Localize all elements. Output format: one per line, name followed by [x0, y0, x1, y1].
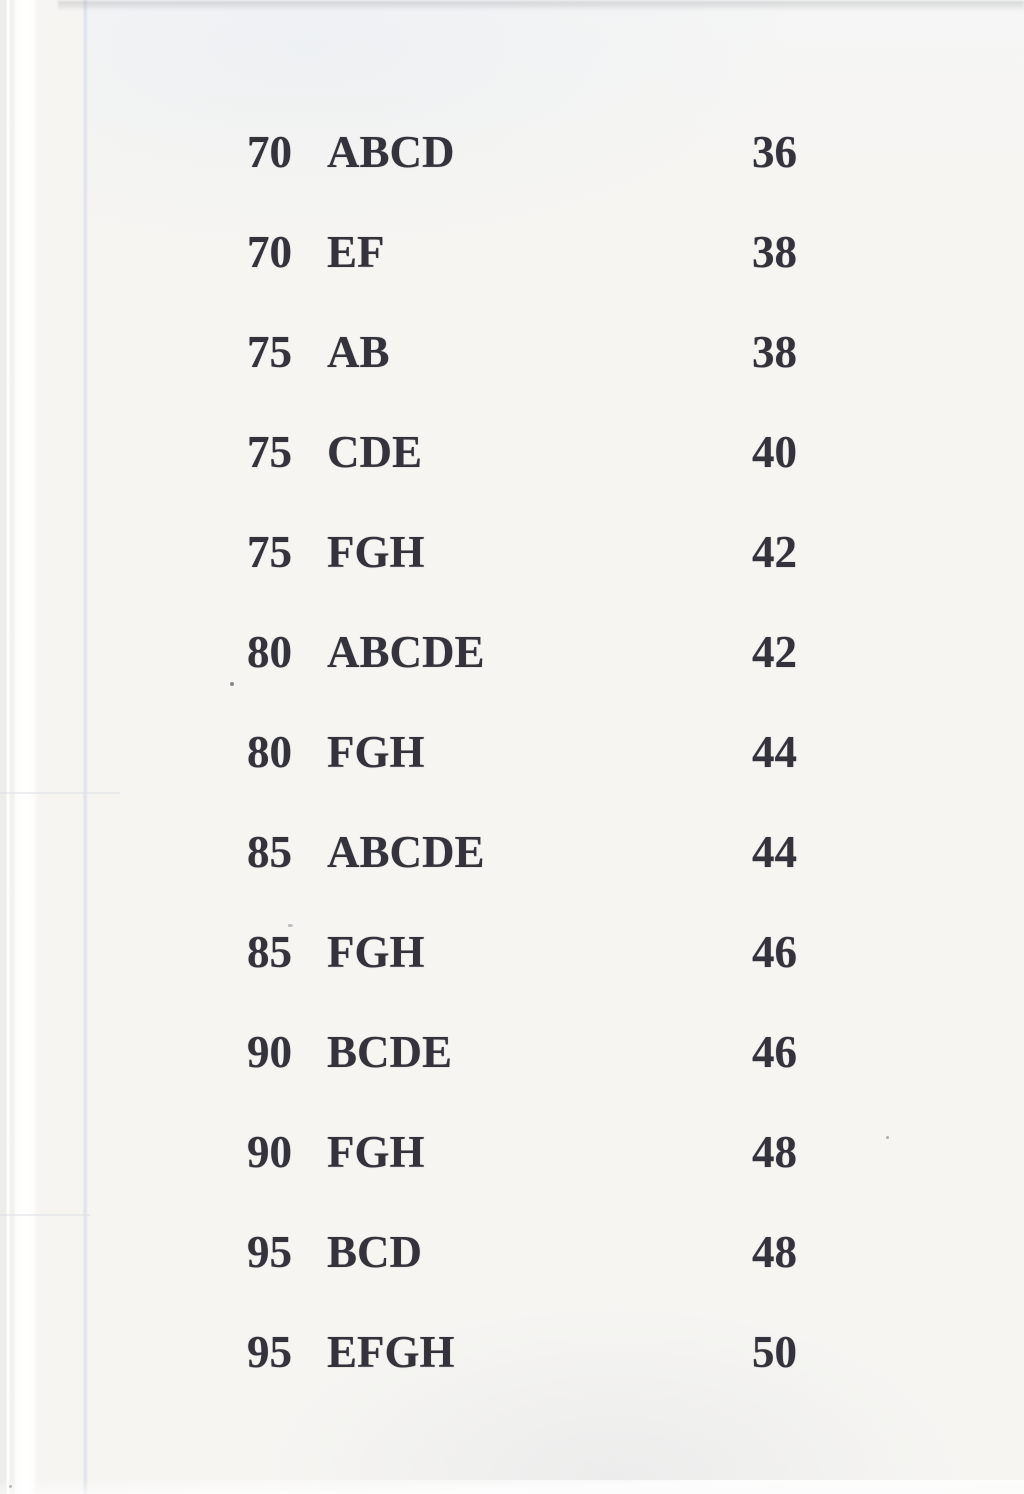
left-number-cell: 95	[247, 1227, 292, 1277]
table-row: 75 CDE 40	[0, 429, 1024, 529]
left-number-cell: 75	[247, 527, 292, 577]
scanner-top-edge-shadow	[58, 1, 1024, 11]
left-number-cell: 70	[247, 227, 292, 277]
left-number-cell: 90	[247, 1127, 292, 1177]
table-row: 85 FGH 46	[0, 929, 1024, 1029]
letters-cell: FGH	[327, 527, 425, 577]
left-number-cell: 85	[247, 827, 292, 877]
letters-cell: BCDE	[327, 1027, 453, 1077]
letters-cell: ABCDE	[327, 827, 485, 877]
right-number-cell: 44	[752, 827, 797, 877]
letters-cell: BCD	[327, 1227, 423, 1277]
right-number-cell: 48	[752, 1127, 797, 1177]
letters-cell: AB	[327, 327, 390, 377]
table-row: 80 FGH 44	[0, 729, 1024, 829]
table-row: 90 BCDE 46	[0, 1029, 1024, 1129]
table-row: 85 ABCDE 44	[0, 829, 1024, 929]
table-row: 70 ABCD 36	[0, 129, 1024, 229]
size-conversion-table: 70 ABCD 36 70 EF 38 75 AB 38 75 CDE 40 75 FGH 42 80 ABCD…	[0, 129, 1024, 1429]
table-row: 80 ABCDE 42	[0, 629, 1024, 729]
right-number-cell: 46	[752, 927, 797, 977]
left-number-cell: 80	[247, 627, 292, 677]
letters-cell: FGH	[327, 927, 425, 977]
table-row: 70 EF 38	[0, 229, 1024, 329]
table-row: 90 FGH 48	[0, 1129, 1024, 1229]
letters-cell: EF	[327, 227, 385, 277]
ink-speck	[9, 1485, 12, 1488]
scanner-bottom-edge	[0, 1480, 1024, 1494]
right-number-cell: 40	[752, 427, 797, 477]
right-number-cell: 44	[752, 727, 797, 777]
left-number-cell: 70	[247, 127, 292, 177]
left-number-cell: 75	[247, 427, 292, 477]
left-number-cell: 80	[247, 727, 292, 777]
table-row: 95 EFGH 50	[0, 1329, 1024, 1429]
right-number-cell: 38	[752, 327, 797, 377]
left-number-cell: 85	[247, 927, 292, 977]
letters-cell: FGH	[327, 1127, 425, 1177]
left-number-cell: 95	[247, 1327, 292, 1377]
table-row: 95 BCD 48	[0, 1229, 1024, 1329]
letters-cell: ABCD	[327, 127, 455, 177]
table-row: 75 AB 38	[0, 329, 1024, 429]
right-number-cell: 38	[752, 227, 797, 277]
table-row: 75 FGH 42	[0, 529, 1024, 629]
right-number-cell: 48	[752, 1227, 797, 1277]
left-number-cell: 75	[247, 327, 292, 377]
letters-cell: ABCDE	[327, 627, 485, 677]
right-number-cell: 42	[752, 627, 797, 677]
letters-cell: EFGH	[327, 1327, 455, 1377]
left-number-cell: 90	[247, 1027, 292, 1077]
letters-cell: FGH	[327, 727, 425, 777]
letters-cell: CDE	[327, 427, 423, 477]
right-number-cell: 42	[752, 527, 797, 577]
right-number-cell: 36	[752, 127, 797, 177]
right-number-cell: 46	[752, 1027, 797, 1077]
right-number-cell: 50	[752, 1327, 797, 1377]
